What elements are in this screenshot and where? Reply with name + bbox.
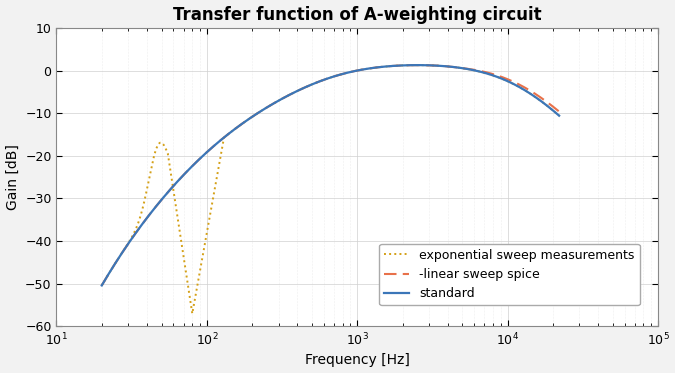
standard <box>150 207 158 211</box>
-linear sweep spice <box>98 283 106 288</box>
-linear sweep spice <box>546 102 554 107</box>
X-axis label: Frequency [Hz]: Frequency [Hz] <box>305 354 410 367</box>
exponential sweep measurements <box>98 283 106 288</box>
Line: -linear sweep spice: -linear sweep spice <box>102 65 559 285</box>
exponential sweep measurements <box>267 103 275 107</box>
Line: standard: standard <box>102 65 559 285</box>
-linear sweep spice <box>273 99 281 104</box>
exponential sweep measurements <box>245 116 253 121</box>
standard <box>98 283 106 288</box>
standard <box>273 99 281 104</box>
exponential sweep measurements <box>173 216 182 220</box>
standard <box>413 63 421 68</box>
Y-axis label: Gain [dB]: Gain [dB] <box>5 144 20 210</box>
-linear sweep spice <box>497 75 505 79</box>
standard <box>555 113 563 118</box>
exponential sweep measurements <box>155 142 163 147</box>
standard <box>546 106 554 110</box>
standard <box>177 175 185 180</box>
exponential sweep measurements <box>413 63 421 68</box>
exponential sweep measurements <box>491 74 500 78</box>
-linear sweep spice <box>150 207 158 211</box>
-linear sweep spice <box>293 89 301 93</box>
Legend: exponential sweep measurements, -linear sweep spice, standard: exponential sweep measurements, -linear … <box>379 244 640 305</box>
standard <box>497 76 505 81</box>
Title: Transfer function of A-weighting circuit: Transfer function of A-weighting circuit <box>173 6 541 23</box>
exponential sweep measurements <box>545 106 554 110</box>
-linear sweep spice <box>555 109 563 114</box>
-linear sweep spice <box>177 175 185 180</box>
exponential sweep measurements <box>188 311 196 316</box>
-linear sweep spice <box>413 63 421 68</box>
Line: exponential sweep measurements: exponential sweep measurements <box>102 65 559 314</box>
standard <box>293 89 301 93</box>
exponential sweep measurements <box>555 113 563 118</box>
